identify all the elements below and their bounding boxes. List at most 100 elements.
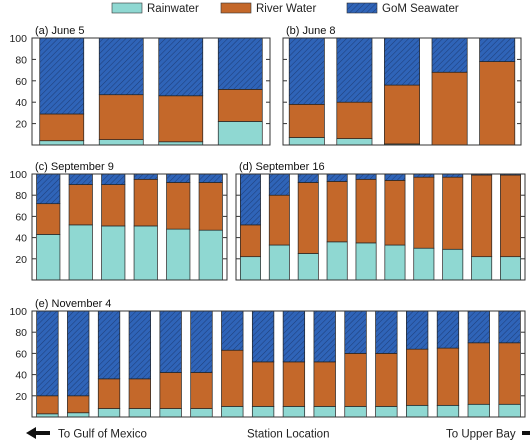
bar-river-water-10 [500,174,522,258]
bar-river-water-4 [326,181,348,243]
bar-river-water-16 [498,342,521,405]
bar-river-water-3 [384,84,420,145]
y-tick-label: 100 [9,306,27,318]
bar-river-water-3 [101,184,126,227]
bar-river-water-15 [467,342,490,405]
bar-river-water-3 [297,182,319,254]
bar-gom-seawater-14 [436,310,460,349]
bar-gom-seawater-4 [133,173,158,180]
panel-d-september-16: (d) September 16 [235,161,526,281]
bar-rainwater-12 [375,406,398,418]
bar-river-water-5 [479,61,516,146]
bar-gom-seawater-1 [288,37,325,105]
bar-river-water-9 [282,361,306,407]
bar-rainwater-5 [166,228,191,281]
panel-label: (a) June 5 [35,25,85,37]
panel-label: (d) September 16 [239,161,325,173]
bar-river-water-7 [221,349,244,407]
arrow-left-icon [26,427,50,439]
bar-gom-seawater-2 [67,310,90,397]
bar-rainwater-2 [98,139,144,146]
bar-rainwater-2 [336,138,373,146]
bar-gom-seawater-1 [239,173,261,226]
panel-frame [282,37,522,146]
bar-rainwater-3 [297,253,319,281]
bar-rainwater-5 [159,408,182,418]
panel-label: (c) September 9 [35,161,114,173]
bar-river-water-8 [251,361,275,407]
bar-river-water-2 [67,395,90,414]
bar-river-water-2 [336,101,373,139]
legend-label-gom-seawater: GoM Seawater [382,3,459,15]
footer: To Gulf of Mexico Station Location To Up… [26,427,530,441]
bar-gom-seawater-2 [68,173,93,185]
legend-swatch-river-water [220,2,252,14]
bar-gom-seawater-16 [498,310,521,344]
panel-label: (e) November 4 [35,298,111,310]
bar-gom-seawater-3 [97,310,121,380]
y-tick-label: 80 [15,327,27,339]
arrow-right-icon [522,431,530,435]
y-tick-label: 100 [9,33,27,45]
bar-rainwater-7 [413,247,435,281]
bar-gom-seawater-5 [355,173,377,180]
bar-river-water-1 [36,203,61,235]
y-tick-label: 60 [15,348,27,360]
bar-gom-seawater-10 [313,310,336,363]
panel-frame [31,310,526,418]
bar-rainwater-15 [467,403,490,418]
panel-frame [235,173,526,281]
bar-river-water-2 [98,94,144,140]
bar-rainwater-2 [268,244,290,281]
bar-gom-seawater-3 [384,37,420,86]
bar-gom-seawater-2 [268,173,290,196]
bar-river-water-9 [471,174,493,258]
bar-rainwater-9 [282,406,306,418]
bar-rainwater-14 [436,404,460,418]
bar-rainwater-3 [101,225,126,281]
footer-right-label: To Upper Bay [446,429,516,441]
bar-gom-seawater-3 [297,173,319,183]
bar-rainwater-8 [251,406,275,418]
bar-river-water-3 [158,95,204,143]
bar-rainwater-6 [384,244,406,281]
bar-river-water-1 [239,224,261,258]
bar-river-water-6 [384,180,406,246]
bar-gom-seawater-6 [190,310,213,373]
bar-river-water-7 [413,176,435,249]
bar-river-water-1 [39,113,85,142]
bar-river-water-2 [68,184,93,226]
legend-label-rainwater: Rainwater [147,3,199,15]
bar-rainwater-16 [498,403,521,418]
bar-rainwater-2 [68,224,93,281]
bar-rainwater-1 [288,137,325,146]
bar-gom-seawater-1 [36,173,61,205]
bar-river-water-2 [268,194,290,246]
bar-river-water-6 [190,372,213,409]
bar-river-water-5 [355,178,377,244]
bar-rainwater-1 [39,140,85,146]
y-tick-label: 20 [15,254,27,266]
y-tick-label: 40 [15,97,27,109]
bar-rainwater-11 [344,406,367,418]
bar-gom-seawater-4 [128,310,151,380]
bar-river-water-1 [288,103,325,138]
bar-rainwater-9 [471,256,493,281]
bar-rainwater-2 [67,412,90,418]
panel-b-june-8: (b) June 8 [282,25,522,146]
bar-rainwater-7 [221,406,244,418]
bar-river-water-4 [133,178,158,227]
y-tick-label: 80 [15,54,27,66]
bar-gom-seawater-5 [166,173,191,183]
bar-rainwater-4 [217,121,263,146]
y-tick-label: 80 [15,190,27,202]
bar-gom-seawater-4 [217,37,263,90]
y-tick-label: 60 [15,76,27,88]
legend-label-river-water: River Water [256,3,316,15]
panel-a-june-5: 20 40 60 80 100 (a) June 5 [9,25,271,146]
bar-gom-seawater-5 [159,310,182,373]
bar-river-water-5 [159,372,182,409]
panel-label: (b) June 8 [286,25,336,37]
bar-gom-seawater-2 [98,37,144,96]
